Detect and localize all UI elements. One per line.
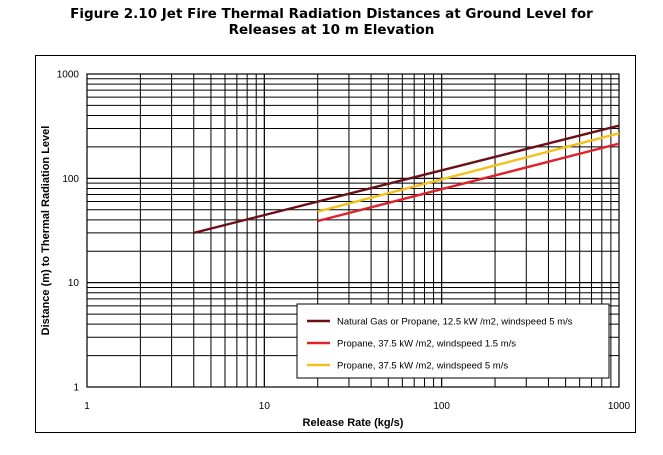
legend: Natural Gas or Propane, 12.5 kW /m2, win… (296, 303, 610, 379)
legend-label-1: Natural Gas or Propane, 12.5 kW /m2, win… (337, 317, 573, 328)
y-tick-label: 10 (68, 278, 80, 289)
legend-label-3: Propane, 37.5 kW /m2, windspeed 5 m/s (337, 361, 508, 372)
chart-frame (35, 55, 636, 433)
chart-title-line-1: Figure 2.10 Jet Fire Thermal Radiation D… (70, 6, 593, 22)
x-tick-label: 1000 (608, 401, 631, 412)
x-tick-label: 1 (84, 401, 90, 412)
x-axis-label: Release Rate (kg/s) (303, 417, 404, 429)
y-tick-label: 1 (73, 383, 79, 394)
plot-area-border (86, 73, 620, 388)
y-tick-label: 1000 (57, 70, 80, 81)
x-tick-label: 100 (433, 401, 450, 412)
series-line-3 (317, 132, 620, 213)
legend-label-2: Propane, 37.5 kW /m2, windspeed 1.5 m/s (337, 339, 516, 350)
chart-title-line-2: Releases at 10 m Elevation (228, 22, 435, 38)
x-tick-label: 10 (259, 401, 271, 412)
y-tick-label: 100 (62, 174, 79, 185)
legend-box (296, 303, 610, 379)
tick-labels: 1 10 100 1000 1 10 100 1000 (57, 70, 631, 413)
series-line-1 (193, 124, 620, 235)
series-lines (193, 124, 620, 235)
series-line-2 (317, 142, 620, 223)
chart-title: Figure 2.10 Jet Fire Thermal Radiation D… (0, 6, 663, 38)
y-axis-label: Distance (m) to Thermal Radiation Level (40, 126, 52, 336)
